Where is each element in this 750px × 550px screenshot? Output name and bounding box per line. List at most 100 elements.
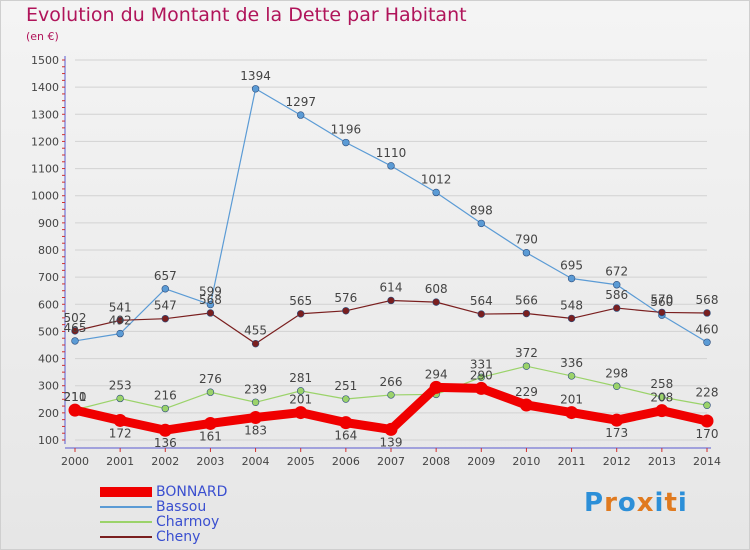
legend-label: Bassou: [156, 499, 207, 515]
x-tick-label: 2005: [287, 455, 315, 468]
data-label-cheny: 568: [199, 293, 222, 307]
data-label-bassou: 492: [109, 314, 132, 328]
data-point-bassou: [297, 111, 305, 119]
data-label-bonnard: 290: [470, 368, 493, 382]
data-point-bassou: [206, 300, 215, 309]
data-label-bonnard: 170: [696, 427, 719, 441]
data-point-bonnard: [700, 414, 714, 428]
data-label-charmoy: 251: [334, 379, 357, 393]
data-point-bonnard: [429, 380, 443, 394]
data-label-bonnard: 183: [244, 423, 267, 437]
data-label-cheny: 548: [560, 298, 583, 312]
data-point-bonnard: [339, 416, 353, 430]
data-point-bonnard: [384, 422, 398, 436]
x-tick-label: 2012: [603, 455, 631, 468]
y-tick-label: 100: [38, 434, 59, 447]
data-point-cheny: [116, 316, 124, 324]
data-point-cheny: [297, 310, 305, 318]
logo-letter: r: [604, 488, 618, 518]
data-point-charmoy: [206, 388, 215, 396]
data-point-bonnard: [68, 403, 82, 417]
data-point-bonnard: [113, 413, 127, 427]
data-label-cheny: 547: [154, 299, 177, 313]
data-label-cheny: 565: [289, 294, 312, 308]
data-point-cheny: [432, 298, 440, 306]
data-label-cheny: 502: [64, 311, 87, 325]
legend-swatch: [100, 521, 152, 523]
data-point-bassou: [342, 138, 350, 147]
data-label-charmoy: 258: [650, 377, 673, 391]
legend-swatch: [100, 536, 152, 538]
y-tick-label: 1200: [31, 135, 59, 148]
legend-swatch: [100, 506, 152, 508]
data-label-bassou: 898: [470, 203, 493, 217]
x-tick-label: 2004: [242, 455, 270, 468]
data-point-cheny: [387, 296, 395, 305]
data-label-bonnard: 201: [560, 393, 583, 407]
data-point-bassou: [477, 219, 485, 228]
data-label-cheny: 566: [515, 294, 538, 308]
data-label-charmoy: 228: [696, 385, 719, 399]
data-label-bonnard: 136: [154, 436, 177, 450]
proxiti-logo: Proxiti: [584, 488, 688, 518]
y-tick-label: 1100: [31, 163, 59, 176]
data-point-bassou: [161, 285, 169, 293]
data-point-cheny: [613, 304, 621, 312]
data-label-charmoy: 336: [560, 356, 583, 370]
logo-letter: x: [636, 488, 655, 518]
logo-letter: o: [617, 488, 637, 518]
chart-title: Evolution du Montant de la Dette par Hab…: [26, 4, 467, 26]
logo-letter: t: [664, 488, 678, 518]
data-point-cheny: [658, 308, 666, 317]
x-tick-label: 2014: [693, 455, 721, 468]
y-tick-label: 300: [38, 380, 59, 393]
data-label-cheny: 568: [696, 293, 719, 307]
data-label-charmoy: 266: [380, 375, 403, 389]
data-label-cheny: 576: [334, 291, 357, 305]
data-label-cheny: 614: [380, 280, 403, 294]
data-point-cheny: [342, 307, 350, 315]
legend-label: Charmoy: [156, 514, 220, 530]
y-tick-label: 1500: [31, 54, 59, 67]
data-label-bonnard: 173: [605, 426, 628, 440]
x-tick-label: 2007: [377, 455, 405, 468]
data-label-bonnard: 201: [289, 393, 312, 407]
data-label-charmoy: 211: [64, 390, 87, 404]
y-tick-label: 600: [38, 298, 59, 311]
y-tick-label: 900: [38, 217, 59, 230]
x-tick-label: 2003: [196, 455, 224, 468]
data-label-charmoy: 276: [199, 372, 222, 386]
data-point-cheny: [161, 314, 169, 323]
data-label-charmoy: 253: [109, 378, 132, 392]
data-label-cheny: 541: [109, 300, 132, 314]
logo-letter: i: [654, 488, 665, 518]
y-tick-label: 800: [38, 244, 59, 257]
logo-letter: i: [677, 488, 688, 518]
data-point-bassou: [432, 188, 440, 197]
data-label-bassou: 560: [650, 295, 673, 309]
legend-label: Cheny: [156, 529, 201, 545]
data-label-bassou: 1297: [285, 95, 316, 109]
data-point-bassou: [703, 338, 711, 346]
data-label-bassou: 1012: [421, 172, 452, 186]
data-label-cheny: 564: [470, 294, 493, 308]
data-label-charmoy: 216: [154, 389, 177, 403]
logo-letter: P: [584, 488, 605, 518]
data-label-cheny: 608: [425, 282, 448, 296]
data-point-bonnard: [565, 406, 579, 420]
data-label-charmoy: 331: [470, 357, 493, 371]
data-point-bonnard: [519, 398, 533, 412]
axes: 100 200 300 400 500 600 700 800 900 1000 1100 1200 1…: [31, 54, 721, 468]
data-label-bonnard: 172: [109, 426, 132, 440]
x-tick-label: 2006: [332, 455, 360, 468]
y-tick-label: 700: [38, 271, 59, 284]
data-label-bassou: 460: [696, 322, 719, 336]
x-tick-label: 2010: [512, 455, 540, 468]
y-tick-label: 400: [38, 353, 59, 366]
data-point-cheny: [251, 339, 260, 348]
data-point-bonnard: [655, 404, 669, 418]
chart-unit-label: (en €): [26, 30, 59, 43]
data-label-bonnard: 208: [650, 391, 673, 405]
data-point-bassou: [71, 337, 79, 345]
